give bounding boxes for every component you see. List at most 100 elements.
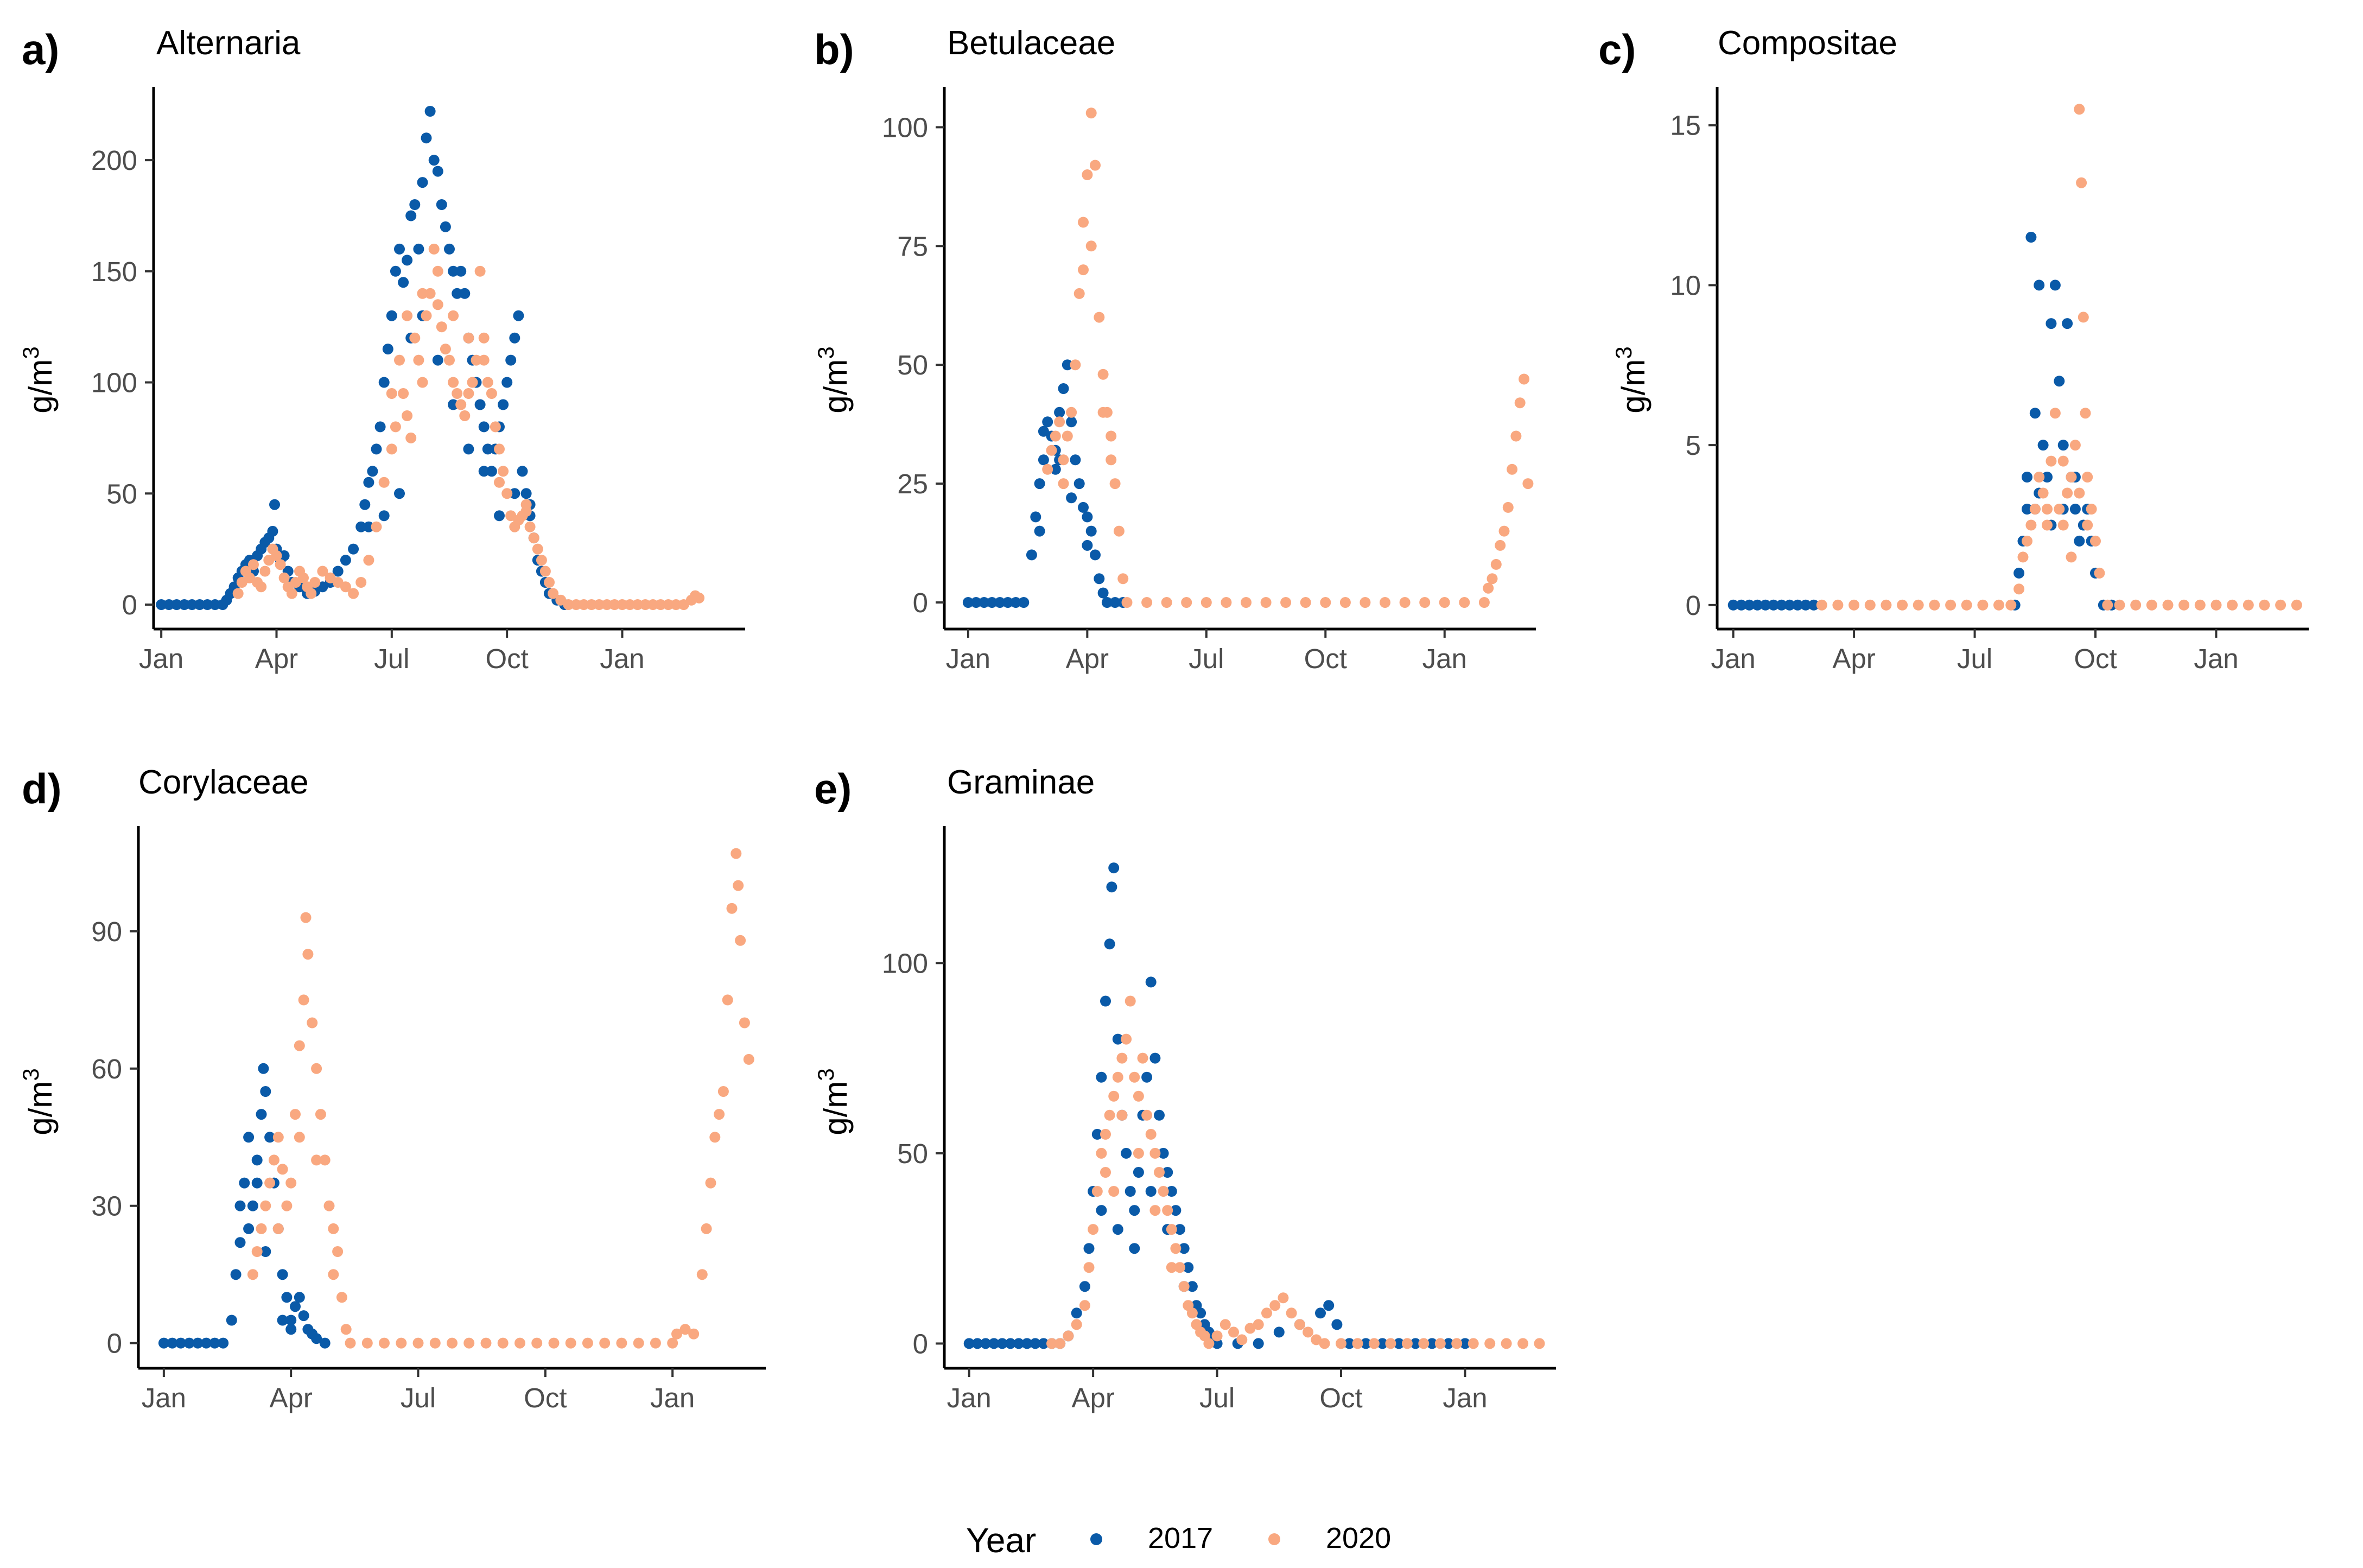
data-point-2020 xyxy=(378,477,390,488)
data-point-2020 xyxy=(315,1109,326,1120)
data-point-2017 xyxy=(251,1154,263,1166)
data-point-2017 xyxy=(1021,1338,1033,1349)
data-point-2020 xyxy=(348,588,359,599)
data-point-2020 xyxy=(1203,1338,1215,1349)
data-point-2017 xyxy=(494,510,505,522)
data-point-2020 xyxy=(1510,430,1522,442)
data-point-2020 xyxy=(298,994,309,1006)
legend-marker-2017 xyxy=(1090,1533,1102,1545)
panel-title: Betulaceae xyxy=(947,24,1115,62)
data-point-2017 xyxy=(209,1337,220,1349)
data-point-2020 xyxy=(2082,472,2093,483)
data-point-2017 xyxy=(1727,599,1739,611)
y-tick-label: 0 xyxy=(913,587,928,618)
y-tick-label: 50 xyxy=(897,1138,928,1169)
data-point-2020 xyxy=(1066,407,1077,418)
data-point-2017 xyxy=(1100,995,1111,1007)
data-point-2020 xyxy=(2042,519,2053,531)
data-point-2020 xyxy=(448,310,459,321)
data-point-2017 xyxy=(256,1109,267,1120)
data-point-2017 xyxy=(2054,376,2065,387)
data-point-2017 xyxy=(498,399,509,410)
series-2020 xyxy=(1816,104,2302,611)
data-point-2017 xyxy=(1768,599,1779,611)
data-point-2017 xyxy=(1211,1338,1223,1349)
data-point-2017 xyxy=(1078,501,1089,513)
data-point-2017 xyxy=(986,597,998,608)
data-point-2017 xyxy=(432,166,443,177)
x-tick-label: Oct xyxy=(1319,1382,1362,1413)
data-point-2020 xyxy=(1278,1292,1289,1304)
data-point-2020 xyxy=(1174,1262,1185,1273)
data-point-2017 xyxy=(186,599,198,610)
data-point-2020 xyxy=(544,577,555,588)
data-point-2020 xyxy=(1161,597,1172,608)
data-point-2020 xyxy=(1483,582,1494,594)
data-point-2020 xyxy=(264,1177,276,1189)
data-point-2017 xyxy=(1129,1243,1140,1254)
x-tick-label: Jul xyxy=(1199,1382,1235,1413)
data-point-2017 xyxy=(1174,1224,1185,1235)
data-point-2020 xyxy=(424,288,436,299)
data-point-2017 xyxy=(1018,597,1030,608)
data-point-2020 xyxy=(731,848,742,859)
data-point-2017 xyxy=(1082,511,1093,523)
data-point-2017 xyxy=(386,310,397,321)
data-point-2020 xyxy=(2094,567,2105,579)
data-point-2020 xyxy=(1083,1262,1095,1273)
data-point-2017 xyxy=(278,550,290,561)
data-point-2017 xyxy=(1090,549,1101,561)
data-point-2020 xyxy=(2102,599,2113,611)
data-point-2020 xyxy=(1106,430,1117,442)
data-point-2020 xyxy=(1070,359,1081,371)
data-point-2017 xyxy=(319,1337,331,1349)
data-point-2017 xyxy=(163,599,175,610)
data-point-2017 xyxy=(2062,318,2073,329)
data-point-2020 xyxy=(1129,1071,1140,1083)
data-point-2017 xyxy=(1360,1338,1371,1349)
data-point-2020 xyxy=(532,543,543,555)
data-point-2020 xyxy=(1097,407,1109,418)
data-point-2017 xyxy=(1005,1338,1016,1349)
data-point-2020 xyxy=(701,1223,712,1234)
data-point-2017 xyxy=(239,1177,250,1189)
data-point-2020 xyxy=(617,599,628,610)
data-point-2017 xyxy=(405,210,417,221)
data-point-2020 xyxy=(417,377,428,388)
data-point-2020 xyxy=(417,288,428,299)
data-point-2020 xyxy=(2034,472,2045,483)
data-point-2017 xyxy=(277,1269,288,1280)
data-point-2020 xyxy=(1399,597,1411,608)
data-point-2020 xyxy=(1113,525,1125,537)
data-point-2020 xyxy=(2074,104,2085,115)
data-point-2020 xyxy=(1320,597,1331,608)
data-point-2020 xyxy=(696,1269,708,1280)
data-point-2020 xyxy=(1166,1224,1177,1235)
data-point-2020 xyxy=(1269,1300,1281,1311)
data-point-2020 xyxy=(1286,1307,1297,1319)
data-point-2017 xyxy=(1158,1147,1169,1159)
x-tick-label: Oct xyxy=(2074,643,2117,674)
x-tick-label: Jan xyxy=(1443,1382,1487,1413)
data-point-2020 xyxy=(1181,597,1192,608)
data-point-2020 xyxy=(1166,1262,1177,1273)
data-point-2020 xyxy=(1170,1243,1182,1254)
x-tick-label: Jan xyxy=(1422,643,1467,674)
data-point-2017 xyxy=(1026,549,1037,561)
data-point-2017 xyxy=(1066,416,1077,428)
data-point-2020 xyxy=(647,599,659,610)
data-point-2020 xyxy=(1849,599,1860,611)
data-point-2017 xyxy=(1066,492,1077,504)
data-point-2020 xyxy=(2074,487,2085,499)
y-tick-label: 60 xyxy=(91,1053,122,1084)
data-point-2020 xyxy=(428,243,440,255)
data-point-2017 xyxy=(452,288,463,299)
data-point-2020 xyxy=(248,559,259,570)
data-point-2020 xyxy=(2013,583,2025,595)
x-tick-label: Apr xyxy=(1071,1382,1114,1413)
data-point-2020 xyxy=(1945,599,1957,611)
data-point-2020 xyxy=(1401,1338,1413,1349)
data-point-2017 xyxy=(1094,573,1105,585)
data-point-2017 xyxy=(1070,454,1081,466)
